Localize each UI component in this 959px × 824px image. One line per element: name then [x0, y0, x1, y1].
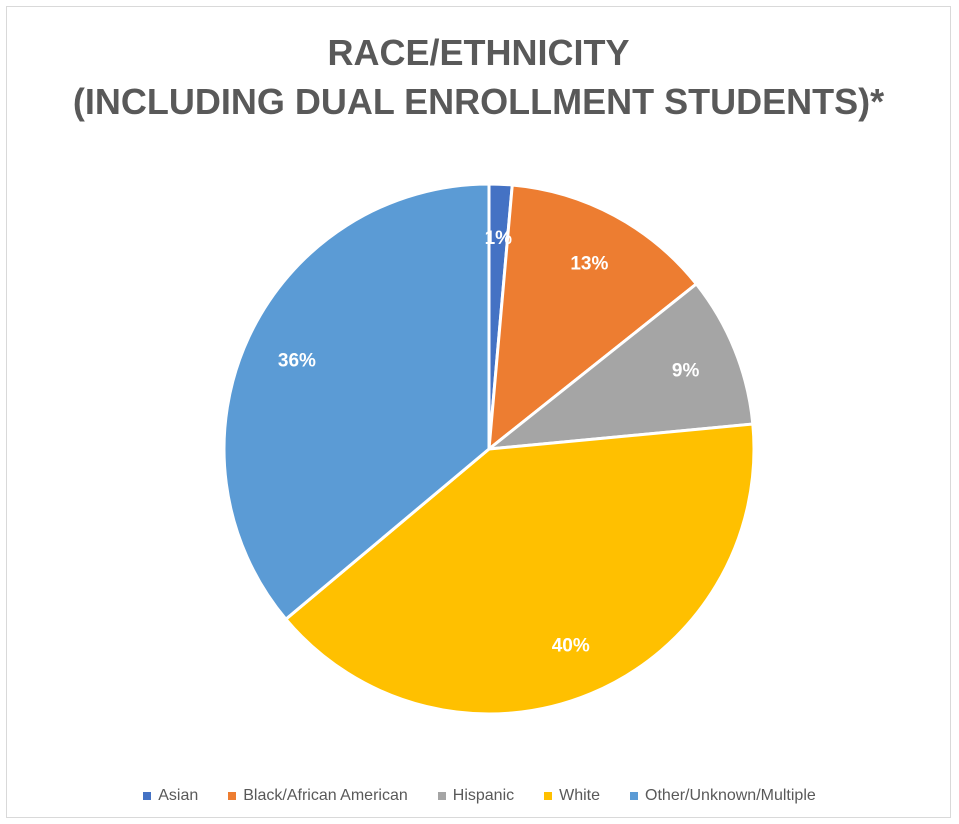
legend-swatch-white [544, 792, 553, 800]
legend-swatch-hispanic [437, 792, 446, 800]
legend-item-white: White [544, 787, 600, 805]
pie-slice-other-unknown-multiple [222, 182, 491, 622]
legend-swatch-black-african-american [228, 792, 237, 800]
legend-item-hispanic: Hispanic [437, 787, 515, 805]
legend-label: White [559, 787, 601, 804]
data-label-other-unknown-multiple: 36% [278, 350, 316, 371]
pie-slice-white [283, 422, 756, 716]
legend-swatch-asian [143, 792, 152, 800]
legend-label: Other/Unknown/Multiple [645, 787, 816, 804]
pie-slice-hispanic [484, 281, 755, 451]
chart-legend: Asian Black/African American Hispanic White… [0, 787, 959, 805]
legend-item-black-african-american: Black/African American [228, 787, 408, 805]
legend-item-other-unknown-multiple: Other/Unknown/Multiple [630, 787, 816, 805]
legend-label: Hispanic [452, 787, 515, 804]
data-label-hispanic: 9% [672, 361, 700, 382]
legend-swatch-other-unknown-multiple [630, 792, 639, 800]
chart-title-line-1: RACE/ETHNICITY [327, 32, 630, 73]
chart-title-line-2: (INCLUDING DUAL ENROLLMENT STUDENTS)* [72, 81, 885, 122]
legend-label: Asian [158, 787, 199, 804]
pie-slice-black-african-american [487, 183, 699, 453]
legend-label: Black/African American [243, 787, 408, 804]
data-label-asian: 1% [485, 228, 513, 249]
data-label-black-african-american: 13% [570, 253, 608, 274]
legend-item-asian: Asian [143, 787, 198, 805]
data-label-white: 40% [552, 636, 590, 657]
